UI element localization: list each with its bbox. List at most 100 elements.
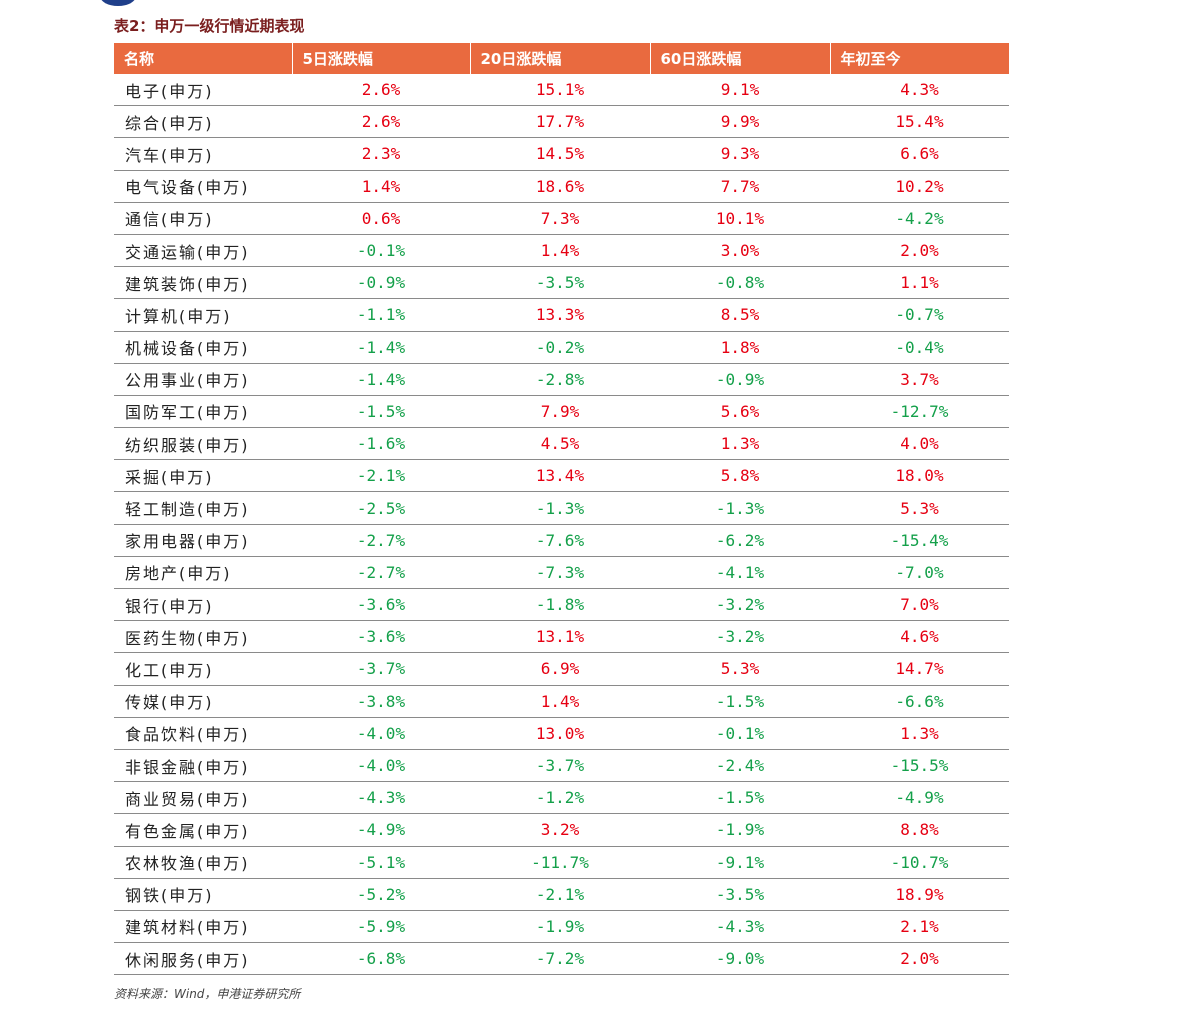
industry-name-cell: 农林牧渔(申万): [114, 846, 292, 879]
industry-name-cell: 有色金属(申万): [114, 813, 292, 847]
header-60d-change: 60日涨跌幅: [650, 43, 831, 74]
change-60d-cell: -1.5%: [650, 685, 830, 718]
table-row: 电子(申万) 2.6% 15.1% 9.1% 4.3%: [114, 74, 1009, 107]
change-20d-cell: -11.7%: [470, 846, 650, 879]
source-note: 资料来源：Wind，申港证券研究所: [114, 987, 301, 1001]
change-ytd-cell: -7.0%: [830, 556, 1009, 590]
change-ytd-cell: 8.8%: [830, 813, 1009, 847]
change-20d-cell: 14.5%: [470, 137, 650, 171]
table-row: 食品饮料(申万) -4.0% 13.0% -0.1% 1.3%: [114, 717, 1009, 750]
change-20d-cell: -2.1%: [470, 878, 650, 911]
change-ytd-cell: -15.5%: [830, 749, 1009, 783]
change-ytd-cell: 18.0%: [830, 459, 1009, 493]
industry-name-cell: 家用电器(申万): [114, 524, 292, 557]
change-ytd-cell: 2.0%: [830, 234, 1009, 268]
table-row: 采掘(申万) -2.1% 13.4% 5.8% 18.0%: [114, 459, 1009, 493]
change-5d-cell: -2.7%: [292, 524, 470, 557]
table-row: 化工(申万) -3.7% 6.9% 5.3% 14.7%: [114, 652, 1009, 686]
change-60d-cell: -1.5%: [650, 781, 830, 815]
change-ytd-cell: 1.1%: [830, 266, 1009, 300]
change-ytd-cell: 2.1%: [830, 910, 1009, 944]
change-5d-cell: -5.1%: [292, 846, 470, 879]
change-ytd-cell: -0.7%: [830, 298, 1009, 332]
change-20d-cell: 1.4%: [470, 685, 650, 718]
change-60d-cell: -3.5%: [650, 878, 830, 911]
industry-name-cell: 通信(申万): [114, 202, 292, 235]
change-5d-cell: 2.6%: [292, 74, 470, 107]
change-60d-cell: 9.1%: [650, 74, 830, 107]
industry-name-cell: 公用事业(申万): [114, 363, 292, 396]
change-60d-cell: 3.0%: [650, 234, 830, 268]
industry-name-cell: 电气设备(申万): [114, 170, 292, 203]
table-row: 机械设备(申万) -1.4% -0.2% 1.8% -0.4%: [114, 331, 1009, 364]
change-60d-cell: -0.1%: [650, 717, 830, 750]
change-20d-cell: -3.7%: [470, 749, 650, 783]
change-60d-cell: 10.1%: [650, 202, 830, 235]
change-ytd-cell: -12.7%: [830, 395, 1009, 429]
industry-name-cell: 食品饮料(申万): [114, 717, 292, 750]
table-row: 电气设备(申万) 1.4% 18.6% 7.7% 10.2%: [114, 170, 1009, 203]
change-5d-cell: -2.7%: [292, 556, 470, 590]
industry-name-cell: 机械设备(申万): [114, 331, 292, 364]
change-5d-cell: -4.0%: [292, 749, 470, 783]
change-20d-cell: 13.1%: [470, 620, 650, 654]
change-ytd-cell: 18.9%: [830, 878, 1009, 911]
change-5d-cell: -4.3%: [292, 781, 470, 815]
table-body: 电子(申万) 2.6% 15.1% 9.1% 4.3% 综合(申万) 2.6% 17.7% 9.…: [114, 74, 1009, 976]
change-5d-cell: -3.6%: [292, 588, 470, 622]
industry-name-cell: 休闲服务(申万): [114, 942, 292, 976]
change-20d-cell: -7.6%: [470, 524, 650, 557]
table-row: 医药生物(申万) -3.6% 13.1% -3.2% 4.6%: [114, 620, 1009, 654]
header-row: 名称 5日涨跌幅 20日涨跌幅 60日涨跌幅 年初至今: [114, 43, 1009, 74]
change-5d-cell: -5.2%: [292, 878, 470, 911]
change-ytd-cell: 3.7%: [830, 363, 1009, 396]
change-20d-cell: 4.5%: [470, 427, 650, 461]
change-5d-cell: -0.1%: [292, 234, 470, 268]
table-row: 休闲服务(申万) -6.8% -7.2% -9.0% 2.0%: [114, 942, 1009, 976]
change-20d-cell: 13.4%: [470, 459, 650, 493]
change-5d-cell: -3.6%: [292, 620, 470, 654]
change-5d-cell: -1.4%: [292, 363, 470, 396]
change-ytd-cell: 4.0%: [830, 427, 1009, 461]
industry-name-cell: 国防军工(申万): [114, 395, 292, 429]
table-row: 建筑装饰(申万) -0.9% -3.5% -0.8% 1.1%: [114, 266, 1009, 300]
change-5d-cell: -1.5%: [292, 395, 470, 429]
table-row: 房地产(申万) -2.7% -7.3% -4.1% -7.0%: [114, 556, 1009, 590]
change-5d-cell: 1.4%: [292, 170, 470, 203]
change-60d-cell: 9.3%: [650, 137, 830, 171]
change-5d-cell: -6.8%: [292, 942, 470, 976]
change-20d-cell: -1.8%: [470, 588, 650, 622]
change-ytd-cell: -10.7%: [830, 846, 1009, 879]
change-5d-cell: -4.0%: [292, 717, 470, 750]
change-60d-cell: 7.7%: [650, 170, 830, 203]
change-60d-cell: -0.9%: [650, 363, 830, 396]
change-5d-cell: -0.9%: [292, 266, 470, 300]
industry-name-cell: 钢铁(申万): [114, 878, 292, 911]
change-ytd-cell: 10.2%: [830, 170, 1009, 203]
change-ytd-cell: 15.4%: [830, 105, 1009, 139]
change-60d-cell: -3.2%: [650, 588, 830, 622]
change-20d-cell: 15.1%: [470, 74, 650, 107]
change-60d-cell: 1.3%: [650, 427, 830, 461]
change-20d-cell: 17.7%: [470, 105, 650, 139]
table-row: 家用电器(申万) -2.7% -7.6% -6.2% -15.4%: [114, 524, 1009, 557]
change-20d-cell: -2.8%: [470, 363, 650, 396]
industry-name-cell: 计算机(申万): [114, 298, 292, 332]
change-ytd-cell: 7.0%: [830, 588, 1009, 622]
header-5d-change: 5日涨跌幅: [292, 43, 471, 74]
industry-name-cell: 建筑材料(申万): [114, 910, 292, 944]
table-header: 名称 5日涨跌幅 20日涨跌幅 60日涨跌幅 年初至今: [114, 43, 1009, 74]
change-20d-cell: -3.5%: [470, 266, 650, 300]
table-row: 汽车(申万) 2.3% 14.5% 9.3% 6.6%: [114, 137, 1009, 171]
table-row: 传媒(申万) -3.8% 1.4% -1.5% -6.6%: [114, 685, 1009, 718]
change-5d-cell: 0.6%: [292, 202, 470, 235]
change-60d-cell: -3.2%: [650, 620, 830, 654]
table-row: 计算机(申万) -1.1% 13.3% 8.5% -0.7%: [114, 298, 1009, 332]
change-20d-cell: 13.0%: [470, 717, 650, 750]
change-ytd-cell: 4.3%: [830, 74, 1009, 107]
industry-performance-table: 名称 5日涨跌幅 20日涨跌幅 60日涨跌幅 年初至今 电子(申万) 2.6% 15…: [114, 43, 1009, 976]
change-5d-cell: -3.8%: [292, 685, 470, 718]
table-row: 纺织服装(申万) -1.6% 4.5% 1.3% 4.0%: [114, 427, 1009, 461]
table-row: 国防军工(申万) -1.5% 7.9% 5.6% -12.7%: [114, 395, 1009, 429]
change-5d-cell: -5.9%: [292, 910, 470, 944]
